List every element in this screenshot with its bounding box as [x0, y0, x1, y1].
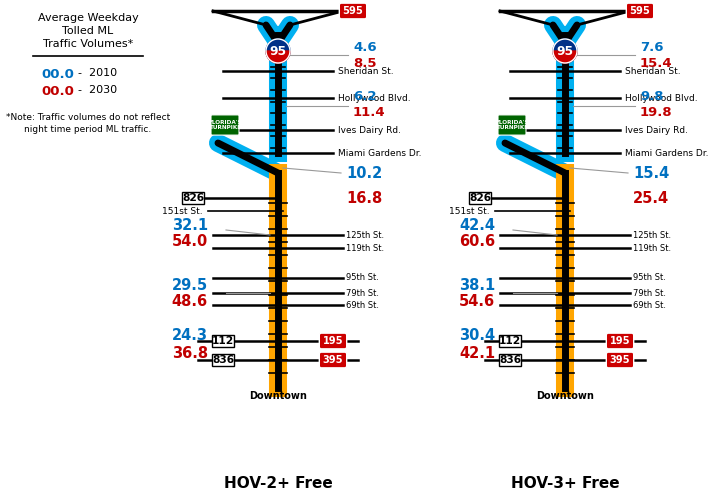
Text: 4.6: 4.6: [353, 41, 377, 53]
Text: Traffic Volumes*: Traffic Volumes*: [43, 39, 133, 49]
FancyBboxPatch shape: [319, 352, 347, 368]
Text: FLORIDA'S: FLORIDA'S: [208, 120, 242, 125]
Text: 00.0: 00.0: [42, 85, 74, 98]
Text: Hollywood Blvd.: Hollywood Blvd.: [338, 94, 410, 103]
Text: 60.6: 60.6: [459, 233, 495, 248]
Wedge shape: [553, 51, 577, 63]
Text: 24.3: 24.3: [172, 327, 208, 343]
Text: 16.8: 16.8: [346, 191, 382, 206]
Text: 195: 195: [323, 336, 343, 346]
Text: Miami Gardens Dr.: Miami Gardens Dr.: [338, 148, 421, 157]
Text: Hollywood Blvd.: Hollywood Blvd.: [625, 94, 698, 103]
Text: Ives Dairy Rd.: Ives Dairy Rd.: [625, 126, 688, 134]
Text: 119th St.: 119th St.: [633, 243, 671, 253]
Text: Ives Dairy Rd.: Ives Dairy Rd.: [338, 126, 401, 134]
Text: 9.8: 9.8: [640, 90, 664, 103]
Circle shape: [553, 39, 577, 63]
Text: 48.6: 48.6: [172, 293, 208, 308]
Text: Tolled ML: Tolled ML: [63, 26, 114, 36]
Text: 195: 195: [610, 336, 630, 346]
Text: Downtown: Downtown: [249, 391, 307, 401]
FancyBboxPatch shape: [606, 352, 634, 368]
Text: 119th St.: 119th St.: [346, 243, 384, 253]
Text: 95: 95: [269, 44, 287, 57]
Text: 38.1: 38.1: [459, 278, 495, 293]
FancyBboxPatch shape: [499, 335, 521, 347]
FancyBboxPatch shape: [469, 192, 491, 204]
Text: *Note: Traffic volumes do not reflect: *Note: Traffic volumes do not reflect: [6, 113, 170, 122]
Text: 36.8: 36.8: [172, 347, 208, 362]
Text: TURNPIKE: TURNPIKE: [496, 125, 528, 130]
Text: 30.4: 30.4: [459, 327, 495, 343]
Text: 54.6: 54.6: [459, 293, 495, 308]
FancyBboxPatch shape: [498, 115, 526, 135]
Text: 151st St.: 151st St.: [449, 207, 490, 215]
Text: 15.4: 15.4: [633, 165, 670, 181]
Text: 69th St.: 69th St.: [346, 300, 379, 309]
FancyBboxPatch shape: [211, 115, 239, 135]
Text: 00.0: 00.0: [42, 68, 74, 81]
FancyBboxPatch shape: [499, 354, 521, 366]
FancyBboxPatch shape: [212, 335, 234, 347]
Text: 595: 595: [629, 6, 650, 16]
Text: 32.1: 32.1: [172, 217, 208, 232]
Text: 11.4: 11.4: [353, 106, 386, 119]
Text: 826: 826: [182, 193, 204, 203]
Text: 595: 595: [343, 6, 364, 16]
Text: 10.2: 10.2: [346, 165, 382, 181]
Text: 79th St.: 79th St.: [633, 289, 666, 297]
Text: 25.4: 25.4: [633, 191, 669, 206]
Text: 95th St.: 95th St.: [633, 274, 666, 283]
Text: 6.2: 6.2: [353, 90, 377, 103]
FancyBboxPatch shape: [606, 333, 634, 349]
Text: 7.6: 7.6: [640, 41, 664, 53]
Text: 8.5: 8.5: [353, 56, 377, 69]
Text: 19.8: 19.8: [640, 106, 672, 119]
Text: HOV-2+ Free: HOV-2+ Free: [224, 475, 333, 490]
Text: 395: 395: [323, 355, 343, 365]
Text: 826: 826: [469, 193, 491, 203]
Text: 54.0: 54.0: [172, 233, 208, 248]
Text: 151st St.: 151st St.: [163, 207, 203, 215]
Text: FLORIDA'S: FLORIDA'S: [495, 120, 528, 125]
Text: TURNPIKE: TURNPIKE: [209, 125, 241, 130]
Text: 42.1: 42.1: [459, 347, 495, 362]
FancyBboxPatch shape: [212, 354, 234, 366]
Text: 112: 112: [212, 336, 234, 346]
Text: Downtown: Downtown: [536, 391, 594, 401]
Text: -  2010: - 2010: [78, 68, 117, 78]
Text: Average Weekday: Average Weekday: [37, 13, 138, 23]
Text: 836: 836: [499, 355, 521, 365]
Circle shape: [266, 39, 290, 63]
Text: 95: 95: [557, 44, 574, 57]
FancyBboxPatch shape: [626, 3, 654, 19]
Text: -  2030: - 2030: [78, 85, 117, 95]
Text: 395: 395: [610, 355, 630, 365]
Text: Sheridan St.: Sheridan St.: [338, 66, 394, 75]
Text: night time period ML traffic.: night time period ML traffic.: [24, 125, 152, 134]
FancyBboxPatch shape: [319, 333, 347, 349]
Text: 15.4: 15.4: [640, 56, 672, 69]
Text: 79th St.: 79th St.: [346, 289, 379, 297]
Text: 69th St.: 69th St.: [633, 300, 666, 309]
Text: 125th St.: 125th St.: [633, 230, 671, 239]
Text: 125th St.: 125th St.: [346, 230, 384, 239]
FancyBboxPatch shape: [182, 192, 204, 204]
Text: HOV-3+ Free: HOV-3+ Free: [510, 475, 619, 490]
Text: Miami Gardens Dr.: Miami Gardens Dr.: [625, 148, 708, 157]
Text: 29.5: 29.5: [172, 278, 208, 293]
Wedge shape: [266, 51, 290, 63]
Text: Sheridan St.: Sheridan St.: [625, 66, 680, 75]
Text: 112: 112: [499, 336, 521, 346]
Text: 836: 836: [212, 355, 234, 365]
FancyBboxPatch shape: [339, 3, 366, 19]
Text: 42.4: 42.4: [459, 217, 495, 232]
Text: 95th St.: 95th St.: [346, 274, 379, 283]
